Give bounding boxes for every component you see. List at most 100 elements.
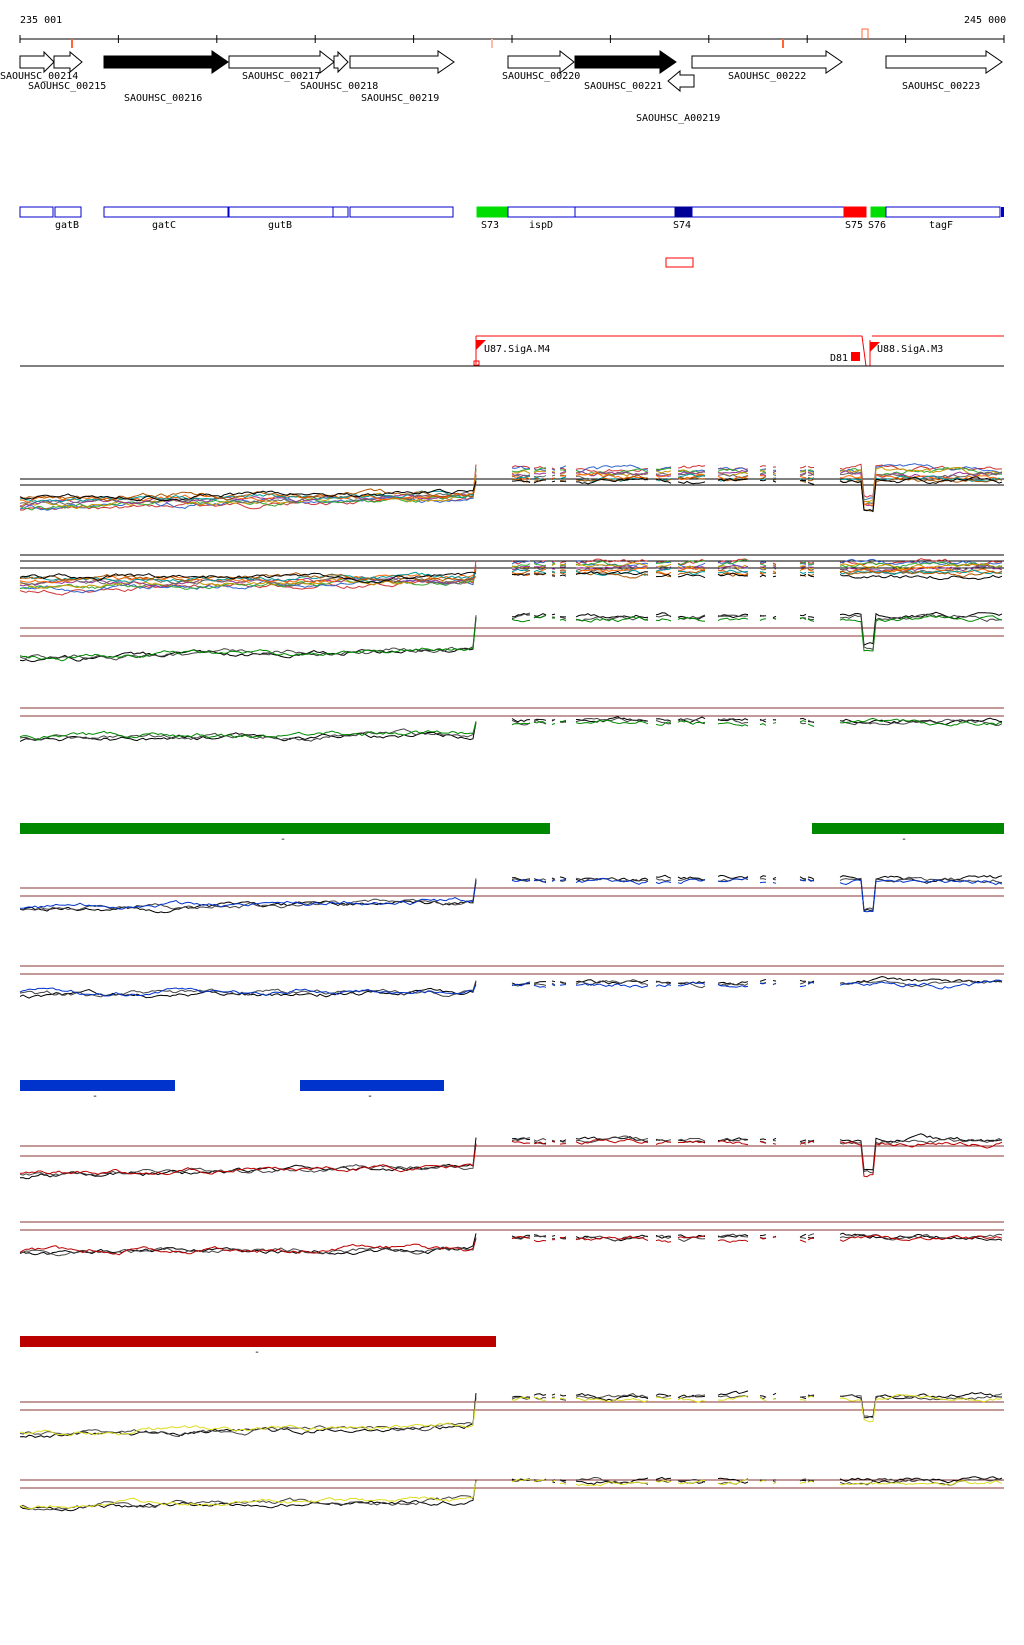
expression-trace	[773, 984, 776, 985]
expression-trace	[560, 575, 566, 576]
expression-trace	[773, 563, 776, 564]
expression-trace	[800, 986, 806, 987]
expression-trace	[773, 571, 776, 572]
expression-trace	[773, 883, 776, 884]
expression-trace	[576, 717, 648, 723]
expression-trace	[678, 574, 705, 578]
expression-trace	[800, 614, 806, 615]
feature-box[interactable]	[871, 207, 886, 217]
expression-trace	[512, 619, 530, 621]
feature-box[interactable]	[575, 207, 675, 217]
feature-box[interactable]	[692, 207, 844, 217]
feature-label: S76	[868, 220, 886, 231]
expression-trace	[576, 559, 648, 564]
gene-arrow[interactable]	[229, 51, 334, 73]
feature-box[interactable]	[886, 207, 1000, 217]
expression-trace	[773, 1144, 776, 1145]
expression-trace	[656, 615, 671, 617]
gene-label: SAOUHSC_00223	[902, 81, 980, 92]
expression-trace	[678, 482, 705, 484]
feature-box[interactable]	[55, 207, 81, 217]
expression-trace	[20, 470, 476, 509]
condition-bar-label: -	[367, 1091, 373, 1102]
ruler-mark	[71, 39, 73, 48]
expression-trace	[560, 1144, 566, 1145]
gene-arrow[interactable]	[350, 51, 454, 73]
expression-trace	[576, 1394, 648, 1399]
promoter-label: U88.SigA.M3	[877, 344, 943, 355]
expression-trace	[773, 480, 776, 481]
feature-box[interactable]	[20, 207, 53, 217]
expression-trace	[760, 882, 766, 883]
expression-trace	[760, 724, 766, 726]
feature-box[interactable]	[333, 207, 348, 217]
expression-trace	[773, 1138, 776, 1139]
condition-bar-label: -	[92, 1091, 98, 1102]
condition-bar-label: -	[901, 834, 907, 845]
expression-trace	[760, 1139, 766, 1140]
feature-box[interactable]	[229, 207, 333, 217]
feature-box[interactable]	[666, 258, 693, 267]
feature-box[interactable]	[508, 207, 575, 217]
feature-box[interactable]	[675, 207, 692, 217]
expression-trace	[800, 477, 806, 478]
gene-arrow[interactable]	[508, 51, 574, 73]
condition-bar[interactable]	[300, 1080, 444, 1091]
gene-arrow[interactable]	[334, 52, 348, 72]
expression-trace	[800, 1238, 806, 1239]
expression-trace	[718, 618, 748, 621]
feature-label: gutB	[268, 220, 292, 231]
expression-trace	[800, 466, 806, 468]
expression-trace	[512, 613, 530, 619]
expression-trace	[534, 984, 546, 986]
expression-trace	[534, 880, 546, 883]
gene-arrow[interactable]	[20, 52, 54, 72]
gene-arrow[interactable]	[668, 71, 694, 91]
expression-trace	[800, 1397, 806, 1398]
expression-trace	[800, 1483, 806, 1484]
condition-bar[interactable]	[812, 823, 1004, 834]
expression-trace	[534, 982, 546, 984]
feature-box[interactable]	[477, 207, 508, 217]
expression-trace	[534, 1139, 546, 1142]
feature-box[interactable]	[844, 207, 866, 217]
expression-trace	[800, 1140, 806, 1142]
gene-arrow[interactable]	[54, 52, 82, 72]
feature-label: S73	[481, 220, 499, 231]
expression-trace	[576, 878, 648, 884]
expression-trace	[800, 718, 806, 720]
expression-trace	[773, 474, 776, 475]
gene-arrow[interactable]	[104, 51, 228, 73]
gene-arrow[interactable]	[692, 51, 842, 73]
expression-trace	[560, 470, 566, 471]
expression-trace	[534, 1394, 546, 1396]
expression-trace	[20, 615, 476, 660]
expression-trace	[560, 877, 566, 879]
terminator-icon[interactable]	[851, 352, 860, 361]
gene-arrow[interactable]	[886, 51, 1002, 73]
condition-bar[interactable]	[20, 823, 550, 834]
gene-arrow[interactable]	[575, 51, 676, 73]
expression-trace	[552, 1236, 555, 1237]
expression-trace	[800, 723, 806, 724]
condition-bar[interactable]	[20, 1080, 175, 1091]
expression-trace	[552, 575, 555, 576]
expression-trace	[656, 882, 671, 884]
expression-trace	[718, 474, 748, 477]
expression-trace	[560, 567, 566, 568]
gene-label: SAOUHSC_00215	[28, 81, 106, 92]
feature-box[interactable]	[104, 207, 228, 217]
expression-trace	[808, 467, 814, 468]
expression-trace	[560, 1395, 566, 1396]
expression-panels	[20, 464, 1004, 1511]
gene-label: SAOUHSC_00221	[584, 81, 662, 92]
expression-trace	[20, 1401, 476, 1436]
condition-bar[interactable]	[20, 1336, 496, 1347]
expression-trace	[773, 723, 776, 724]
feature-box[interactable]	[350, 207, 453, 217]
feature-box[interactable]	[1001, 207, 1004, 217]
expression-trace	[656, 569, 671, 572]
expression-trace	[773, 471, 776, 472]
terminator-label: D81	[830, 353, 848, 364]
